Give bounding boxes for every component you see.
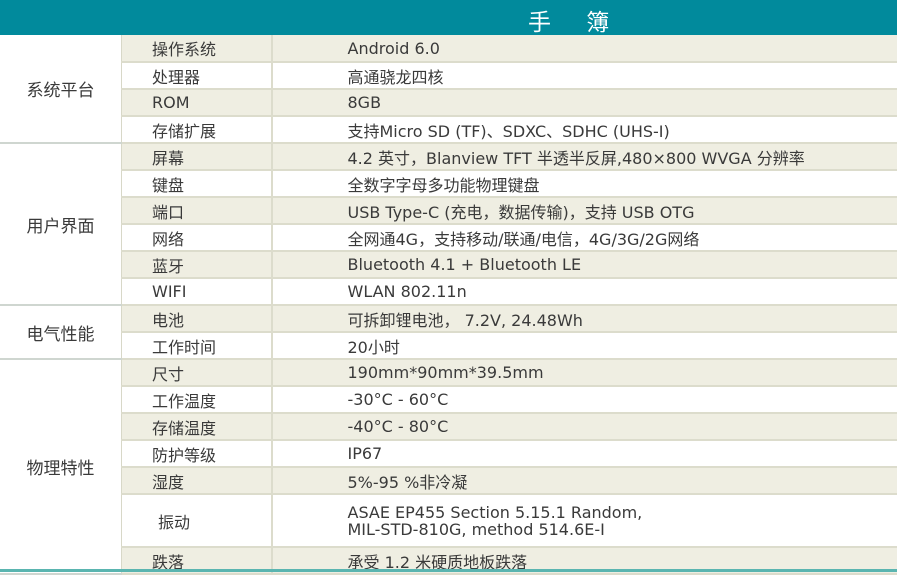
spec-value: ASAE EP455 Section 5.15.1 Random,MIL-STD…	[272, 494, 897, 547]
spec-label: 工作温度	[122, 386, 272, 413]
spec-label: 振动	[122, 494, 272, 547]
table-row: 处理器高通骁龙四核	[0, 62, 897, 89]
spec-label: 存储温度	[122, 413, 272, 440]
page-title: 手 簿	[528, 3, 623, 37]
category-cell: 物理特性	[0, 359, 122, 574]
spec-value: 全数字字母多功能物理键盘	[272, 170, 897, 197]
spec-label: WIFI	[122, 278, 272, 305]
spec-value: 190mm*90mm*39.5mm	[272, 359, 897, 386]
spec-label: 处理器	[122, 62, 272, 89]
spec-value: Android 6.0	[272, 35, 897, 62]
spec-label: 湿度	[122, 467, 272, 494]
table-row: 键盘全数字字母多功能物理键盘	[0, 170, 897, 197]
page-header: 手 簿	[0, 0, 897, 35]
spec-value: 5%-95 %非冷凝	[272, 467, 897, 494]
spec-value: 支持Micro SD (TF)、SDXC、SDHC (UHS-I)	[272, 116, 897, 143]
table-row: 存储扩展支持Micro SD (TF)、SDXC、SDHC (UHS-I)	[0, 116, 897, 143]
spec-value: Bluetooth 4.1 + Bluetooth LE	[272, 251, 897, 278]
spec-label: 电池	[122, 305, 272, 332]
spec-value: WLAN 802.11n	[272, 278, 897, 305]
spec-label: 蓝牙	[122, 251, 272, 278]
table-row: 存储温度-40°C - 80°C	[0, 413, 897, 440]
spec-value: 可拆卸锂电池， 7.2V, 24.48Wh	[272, 305, 897, 332]
spec-value-line: MIL-STD-810G, method 514.6E-I	[348, 521, 897, 538]
spec-label: 尺寸	[122, 359, 272, 386]
spec-value: -40°C - 80°C	[272, 413, 897, 440]
spec-value: 全网通4G，支持移动/联通/电信，4G/3G/2G网络	[272, 224, 897, 251]
spec-label: 网络	[122, 224, 272, 251]
table-row: 电气性能电池可拆卸锂电池， 7.2V, 24.48Wh	[0, 305, 897, 332]
spec-label: 屏幕	[122, 143, 272, 170]
spec-label: ROM	[122, 89, 272, 116]
spec-value: USB Type-C (充电，数据传输)，支持 USB OTG	[272, 197, 897, 224]
category-cell: 系统平台	[0, 35, 122, 143]
spec-label: 存储扩展	[122, 116, 272, 143]
spec-label: 防护等级	[122, 440, 272, 467]
spec-label: 操作系统	[122, 35, 272, 62]
spec-label: 键盘	[122, 170, 272, 197]
spec-label: 工作时间	[122, 332, 272, 359]
table-row: 网络全网通4G，支持移动/联通/电信，4G/3G/2G网络	[0, 224, 897, 251]
spec-value: 20小时	[272, 332, 897, 359]
category-cell: 电气性能	[0, 305, 122, 359]
spec-value-line: ASAE EP455 Section 5.15.1 Random,	[348, 504, 897, 521]
spec-value: 8GB	[272, 89, 897, 116]
spec-value: 高通骁龙四核	[272, 62, 897, 89]
category-cell: 用户界面	[0, 143, 122, 305]
spec-label: 端口	[122, 197, 272, 224]
spec-value: IP67	[272, 440, 897, 467]
spec-value: 4.2 英寸，Blanview TFT 半透半反屏,480×800 WVGA 分…	[272, 143, 897, 170]
spec-value: -30°C - 60°C	[272, 386, 897, 413]
table-row: 工作温度-30°C - 60°C	[0, 386, 897, 413]
